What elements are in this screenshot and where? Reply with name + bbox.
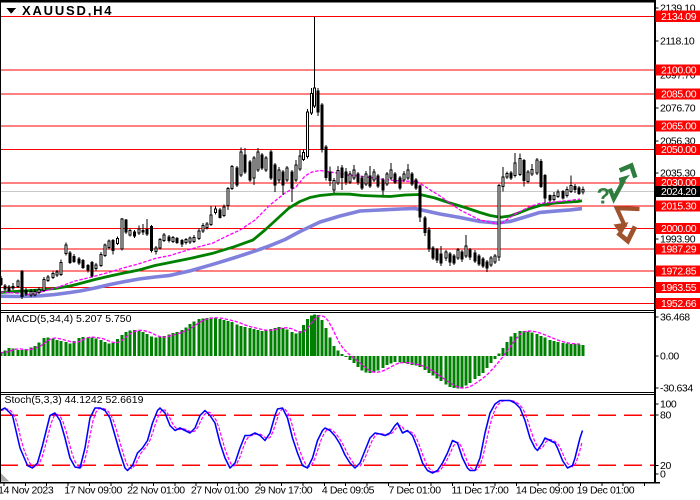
svg-text:1952.66: 1952.66 <box>661 298 697 310</box>
svg-text:2085.00: 2085.00 <box>661 89 697 101</box>
svg-text:4 Dec 09:05: 4 Dec 09:05 <box>322 485 375 497</box>
svg-text:80: 80 <box>660 410 671 422</box>
svg-text:MACD(5,34,4) 5.207 5.750: MACD(5,34,4) 5.207 5.750 <box>6 313 132 325</box>
svg-text:2134.09: 2134.09 <box>661 11 697 23</box>
svg-text:2050.00: 2050.00 <box>661 144 697 156</box>
svg-text:11 Dec 17:00: 11 Dec 17:00 <box>452 485 509 497</box>
svg-text:2118.10: 2118.10 <box>660 36 695 48</box>
svg-text:0.00: 0.00 <box>660 351 679 363</box>
svg-text:2035.30: 2035.30 <box>660 168 696 180</box>
svg-text:XAUUSD,H4: XAUUSD,H4 <box>22 3 113 18</box>
svg-text:22 Nov 01:00: 22 Nov 01:00 <box>127 485 185 497</box>
svg-text:Stoch(5,3,3) 44.1242 52.6619: Stoch(5,3,3) 44.1242 52.6619 <box>5 394 144 406</box>
svg-text:7 Dec 01:00: 7 Dec 01:00 <box>388 485 441 497</box>
svg-text:2015.30: 2015.30 <box>661 201 697 213</box>
svg-text:19 Dec 01:00: 19 Dec 01:00 <box>577 485 635 497</box>
svg-text:1963.55: 1963.55 <box>661 282 697 294</box>
svg-text:29 Nov 17:00: 29 Nov 17:00 <box>255 485 313 497</box>
svg-text:2000.00: 2000.00 <box>661 223 697 235</box>
svg-text:1993.90: 1993.90 <box>660 234 696 246</box>
svg-text:1987.29: 1987.29 <box>661 244 697 256</box>
svg-text:1972.85: 1972.85 <box>661 266 697 278</box>
svg-text:2076.70: 2076.70 <box>660 103 696 115</box>
svg-text:2024.20: 2024.20 <box>661 186 697 198</box>
svg-text:27 Nov 01:00: 27 Nov 01:00 <box>191 485 249 497</box>
svg-text:-30.634: -30.634 <box>660 383 693 395</box>
svg-text:100: 100 <box>660 399 677 411</box>
svg-text:0: 0 <box>660 469 666 481</box>
svg-text:20: 20 <box>660 460 671 472</box>
svg-text:14 Nov 2023: 14 Nov 2023 <box>0 485 54 497</box>
svg-text:17 Nov 09:00: 17 Nov 09:00 <box>64 485 122 497</box>
svg-text:14 Dec 09:00: 14 Dec 09:00 <box>516 485 574 497</box>
svg-text:2065.00: 2065.00 <box>661 121 697 133</box>
svg-text:?: ? <box>597 184 610 209</box>
svg-text:36.468: 36.468 <box>660 312 690 324</box>
svg-text:2100.00: 2100.00 <box>661 65 697 77</box>
